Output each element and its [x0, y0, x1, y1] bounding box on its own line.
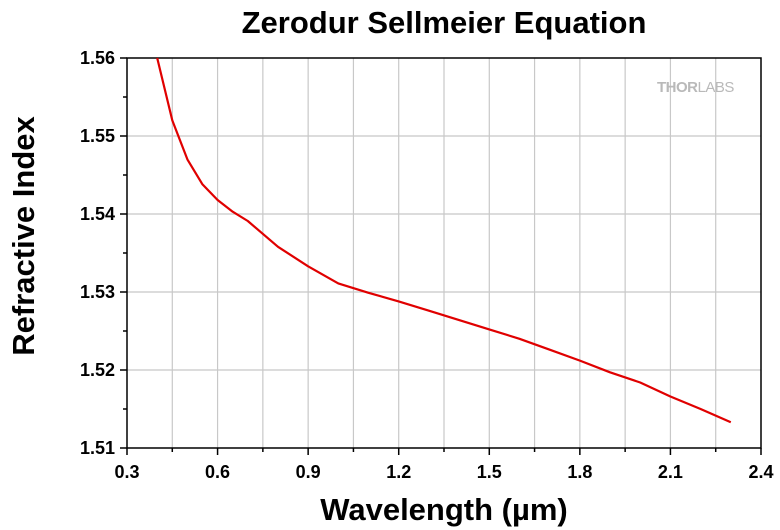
svg-text:THORLABS: THORLABS	[657, 79, 734, 96]
y-tick-label: 1.52	[80, 360, 115, 380]
y-tick-labels: 1.51 1.52 1.53 1.54 1.55 1.56	[80, 48, 115, 458]
x-tick-label: 2.4	[748, 462, 773, 482]
x-tick-label: 0.3	[114, 462, 139, 482]
chart-title: Zerodur Sellmeier Equation	[242, 5, 647, 40]
logo-text-bold: THOR	[657, 79, 698, 96]
x-tick-label: 0.9	[296, 462, 321, 482]
logo-text-light: LABS	[698, 79, 735, 96]
series-layer	[156, 57, 732, 424]
x-axis-label: Wavelength (µm)	[320, 492, 568, 527]
thorlabs-logo: THORLABS	[657, 79, 735, 96]
x-tick-label: 0.6	[205, 462, 230, 482]
y-tick-label: 1.55	[80, 126, 115, 146]
series-line	[156, 57, 732, 424]
y-tick-label: 1.56	[80, 48, 115, 68]
y-tick-label: 1.54	[80, 204, 115, 224]
axis-ticks	[120, 57, 762, 455]
x-tick-label: 1.2	[386, 462, 411, 482]
y-axis-label: Refractive Index	[6, 115, 41, 355]
y-tick-label: 1.51	[80, 438, 115, 458]
x-tick-label: 1.8	[567, 462, 592, 482]
x-tick-label: 1.5	[477, 462, 502, 482]
x-tick-label: 2.1	[658, 462, 683, 482]
y-tick-label: 1.53	[80, 282, 115, 302]
x-tick-labels: 0.3 0.6 0.9 1.2 1.5 1.8 2.1 2.4	[114, 462, 773, 482]
grid	[127, 58, 761, 448]
